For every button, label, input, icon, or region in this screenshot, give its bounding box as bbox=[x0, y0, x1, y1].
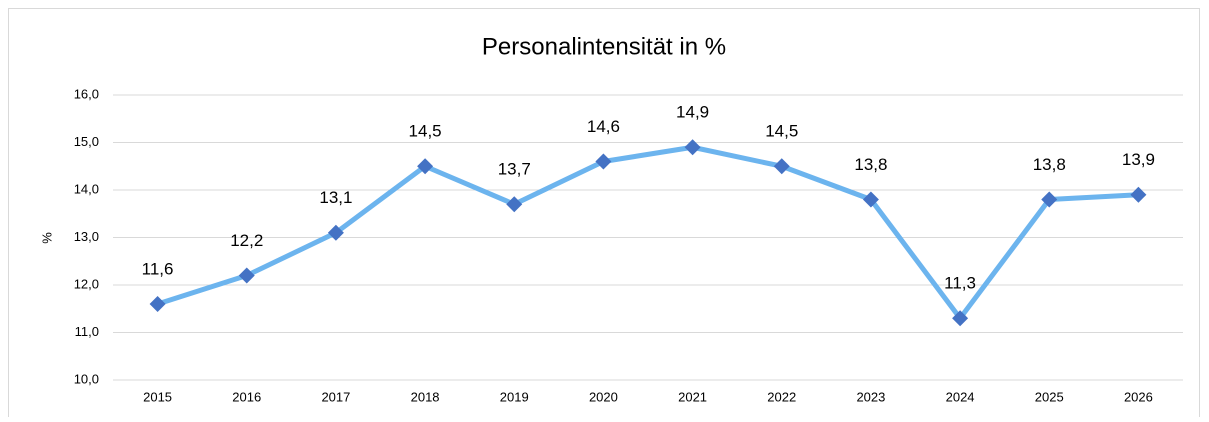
y-tick-label: 15,0 bbox=[74, 134, 99, 149]
marker bbox=[952, 310, 969, 327]
chart-title: Personalintensität in % bbox=[482, 33, 726, 60]
x-tick-label: 2022 bbox=[767, 389, 796, 404]
x-tick-label: 2019 bbox=[500, 389, 529, 404]
marker bbox=[595, 153, 612, 170]
chart-border bbox=[8, 8, 1200, 422]
x-tick-label: 2023 bbox=[856, 389, 885, 404]
marker bbox=[862, 191, 879, 208]
y-tick-label: 16,0 bbox=[74, 86, 99, 101]
x-tick-label: 2016 bbox=[232, 389, 261, 404]
marker bbox=[238, 267, 255, 284]
x-tick-label: 2025 bbox=[1035, 389, 1064, 404]
data-label: 12,2 bbox=[230, 231, 263, 250]
y-tick-label: 11,0 bbox=[75, 324, 99, 339]
data-label: 14,6 bbox=[587, 117, 620, 136]
y-tick-label: 10,0 bbox=[74, 371, 99, 386]
x-tick-label: 2026 bbox=[1124, 389, 1153, 404]
data-label: 13,7 bbox=[498, 160, 531, 179]
data-label: 13,1 bbox=[319, 188, 352, 207]
marker bbox=[506, 196, 523, 213]
data-label: 14,5 bbox=[409, 122, 442, 141]
data-label: 14,9 bbox=[676, 103, 709, 122]
data-label: 11,6 bbox=[142, 259, 174, 278]
marker bbox=[1041, 191, 1058, 208]
marker bbox=[1130, 186, 1147, 203]
series-line bbox=[156, 144, 1139, 321]
marker bbox=[773, 158, 790, 175]
data-label: 13,8 bbox=[1033, 155, 1066, 174]
marker bbox=[684, 139, 701, 156]
marker bbox=[149, 296, 166, 312]
data-label: 13,9 bbox=[1122, 150, 1155, 169]
data-label: 11,3 bbox=[944, 274, 976, 293]
x-tick-label: 2015 bbox=[143, 389, 172, 404]
x-tick-label: 2017 bbox=[321, 389, 350, 404]
y-tick-label: 13,0 bbox=[74, 229, 99, 244]
x-tick-label: 2018 bbox=[411, 389, 440, 404]
data-label: 13,8 bbox=[854, 155, 887, 174]
x-tick-label: 2021 bbox=[678, 389, 707, 404]
y-tick-label: 12,0 bbox=[74, 276, 99, 291]
data-label: 14,5 bbox=[765, 122, 798, 141]
y-tick-label: 14,0 bbox=[74, 181, 99, 196]
marker bbox=[417, 158, 434, 175]
x-tick-label: 2024 bbox=[946, 389, 975, 404]
marker bbox=[327, 224, 344, 241]
x-tick-label: 2020 bbox=[589, 389, 618, 404]
y-axis-label: % bbox=[39, 232, 54, 244]
